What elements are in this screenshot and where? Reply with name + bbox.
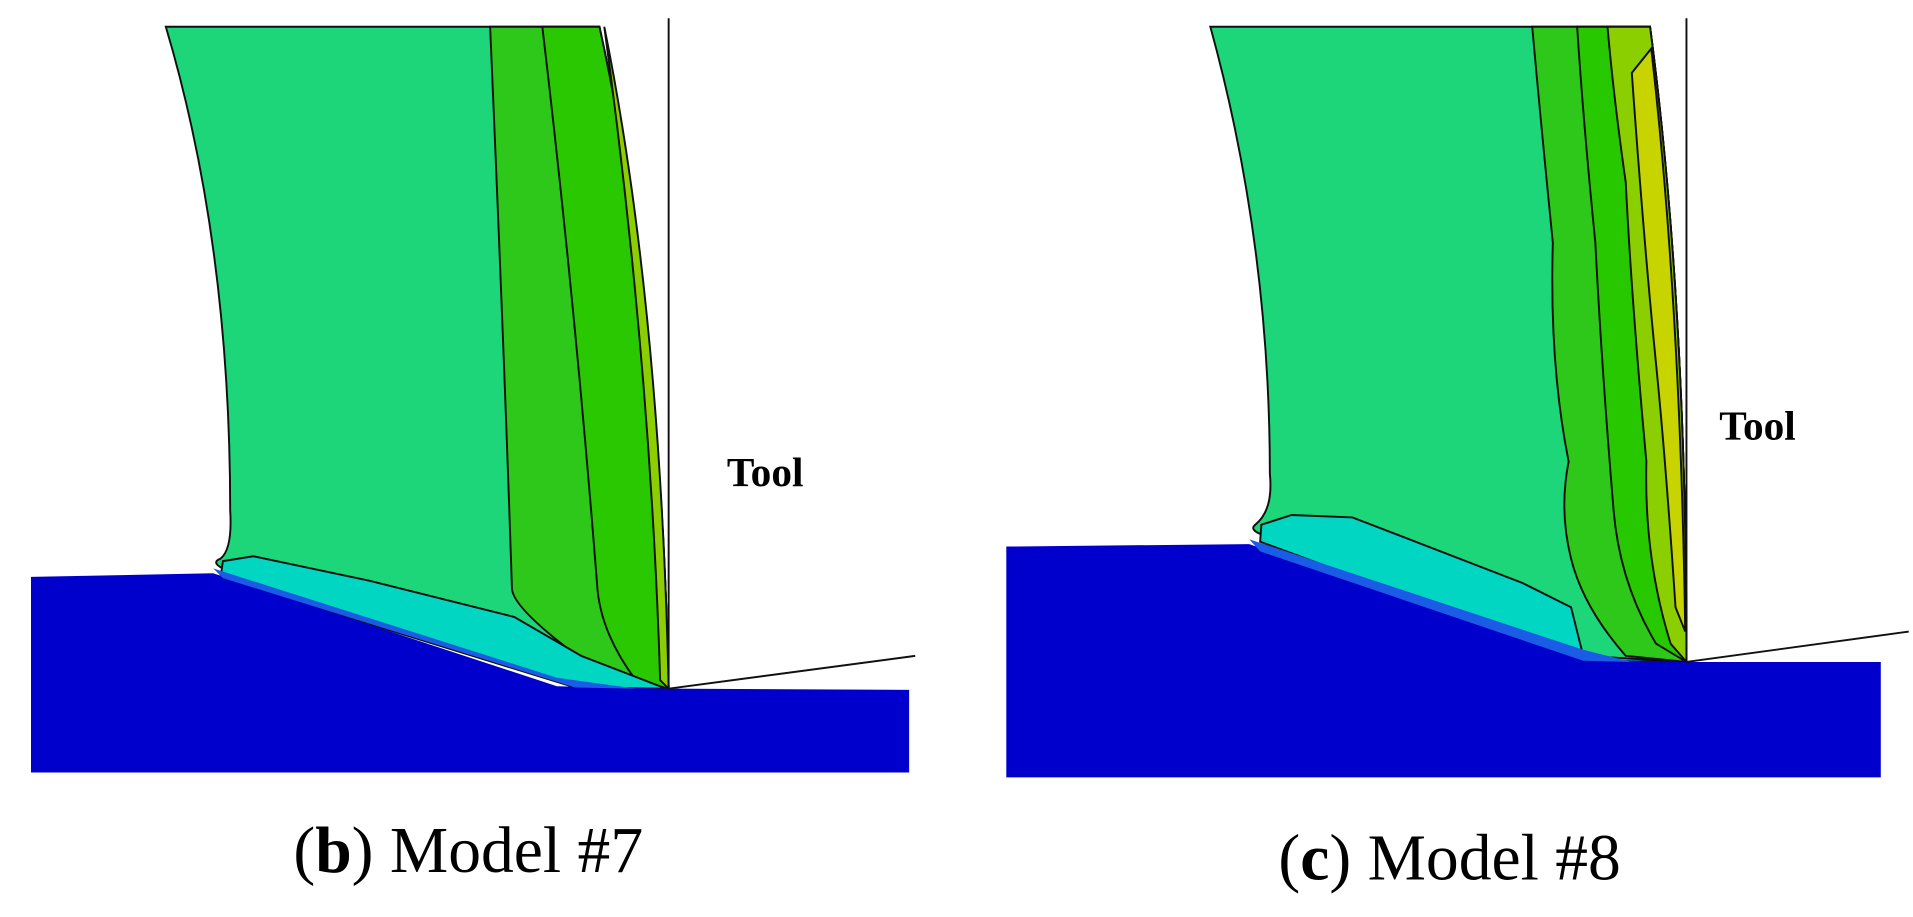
panel-left: Tool (b) Model #7 xyxy=(30,18,916,887)
caption-open: ( xyxy=(293,815,315,887)
tool-edge xyxy=(1686,630,1909,663)
tool-label: Tool xyxy=(1719,403,1795,449)
tool-edge xyxy=(668,654,916,690)
workpiece xyxy=(30,573,910,773)
chip-band xyxy=(1630,46,1687,632)
chip-band xyxy=(603,26,670,692)
caption-letter: b xyxy=(315,815,351,887)
panel-right: Tool (c) Model #8 xyxy=(1006,18,1909,894)
caption-text: ) Model #8 xyxy=(1329,822,1620,894)
caption: (c) Model #8 xyxy=(1278,822,1620,894)
caption-letter: c xyxy=(1300,822,1329,894)
tool-label: Tool xyxy=(727,449,804,495)
workpiece xyxy=(1006,544,1881,778)
caption-text: ) Model #7 xyxy=(352,815,643,887)
caption-open: ( xyxy=(1278,822,1300,894)
chip-band xyxy=(1606,25,1688,665)
caption: (b) Model #7 xyxy=(293,815,643,887)
